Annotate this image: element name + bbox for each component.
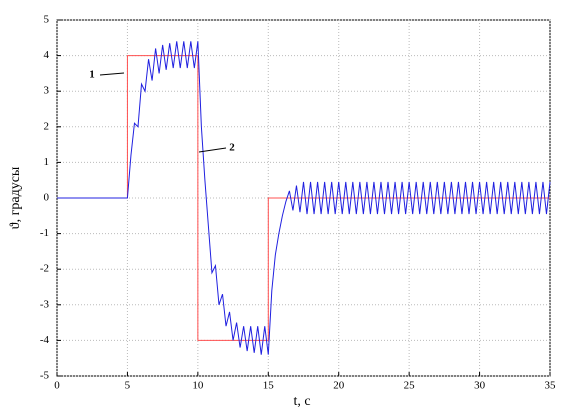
annotation-leader [198,147,227,153]
x-tick-label: 20 [333,380,345,392]
annotation: 2 [229,142,235,154]
line-series [57,55,550,341]
x-axis-label: t, с [293,394,310,409]
y-tick-label: -1 [40,227,49,239]
x-tick-label: 15 [263,380,275,392]
y-tick-label: 3 [44,85,50,97]
y-tick-label: 4 [44,49,50,61]
line-series [57,41,551,355]
x-tick-label: 0 [54,380,60,392]
y-tick-label: 0 [44,192,50,204]
x-tick-label: 25 [404,380,416,392]
y-tick-label: 5 [44,14,50,26]
y-tick-label: -4 [40,334,50,346]
y-axis-label: ϑ, градусы [8,166,23,229]
x-tick-label: 10 [192,380,204,392]
y-tick-label: 1 [44,156,50,168]
x-tick-label: 35 [545,380,557,392]
y-tick-label: -5 [40,370,50,382]
x-tick-label: 5 [125,380,131,392]
y-tick-label: -3 [40,298,50,310]
y-tick-label: 2 [44,120,50,132]
annotation-leader [99,72,125,76]
x-tick-label: 30 [474,380,486,392]
annotation: 1 [89,69,95,81]
y-tick-label: -2 [40,263,49,275]
